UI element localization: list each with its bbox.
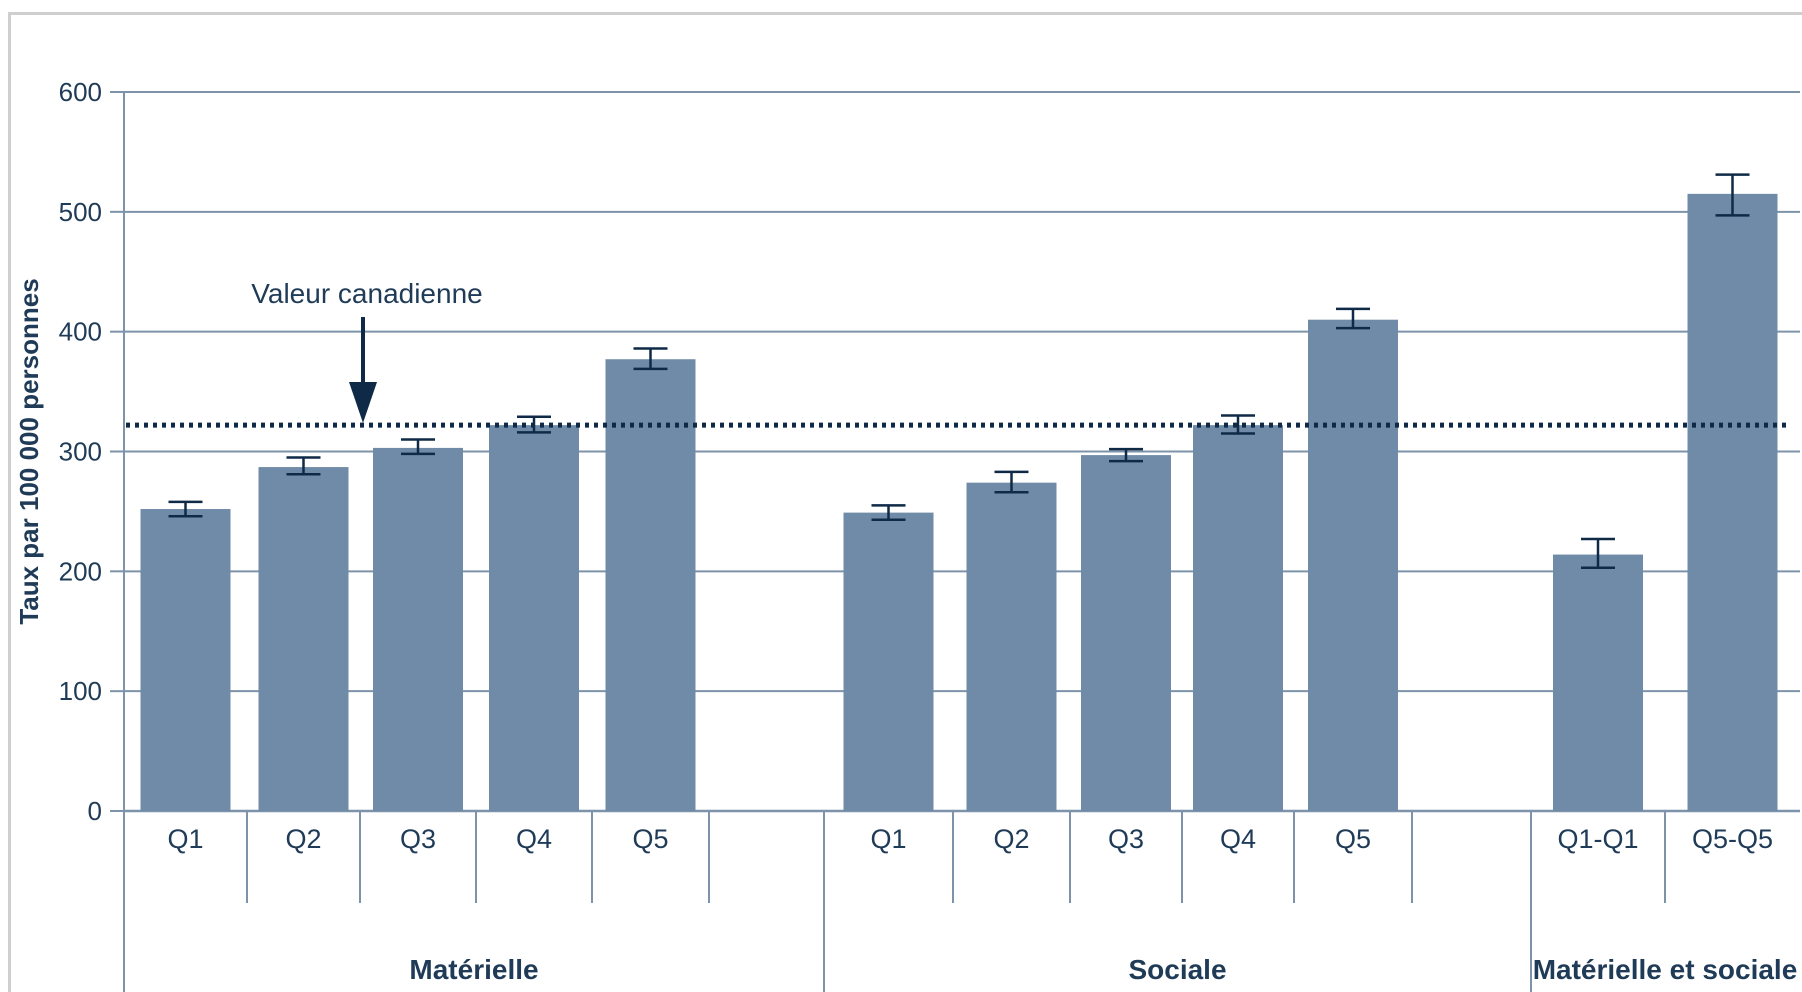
bar bbox=[258, 467, 349, 811]
bar bbox=[1553, 554, 1643, 811]
bar bbox=[140, 509, 231, 811]
bar bbox=[966, 482, 1057, 811]
bar bbox=[1308, 319, 1398, 811]
category-label: Q5 bbox=[1335, 824, 1371, 854]
category-label: Q5 bbox=[632, 824, 668, 854]
category-label: Q1-Q1 bbox=[1557, 824, 1638, 854]
category-label: Q2 bbox=[993, 824, 1029, 854]
bar bbox=[373, 447, 463, 811]
bar bbox=[843, 512, 934, 811]
reference-label: Valeur canadienne bbox=[251, 278, 482, 309]
category-label: Q1 bbox=[167, 824, 203, 854]
category-label: Q4 bbox=[516, 824, 552, 854]
y-tick-label: 600 bbox=[59, 77, 102, 107]
group-label: Matérielle et sociale bbox=[1533, 954, 1798, 985]
y-axis-title: Taux par 100 000 personnes bbox=[14, 278, 44, 624]
bar bbox=[1081, 455, 1171, 811]
category-label: Q3 bbox=[400, 824, 436, 854]
group-label: Matérielle bbox=[409, 954, 538, 985]
bar bbox=[1687, 193, 1778, 811]
y-tick-label: 500 bbox=[59, 197, 102, 227]
y-tick-label: 200 bbox=[59, 556, 102, 586]
category-label: Q5-Q5 bbox=[1692, 824, 1773, 854]
bar bbox=[1193, 425, 1283, 811]
chart-frame bbox=[8, 12, 1802, 992]
y-tick-label: 300 bbox=[59, 437, 102, 467]
category-label: Q3 bbox=[1108, 824, 1144, 854]
y-tick-label: 100 bbox=[59, 676, 102, 706]
y-tick-label: 400 bbox=[59, 317, 102, 347]
bar bbox=[489, 425, 579, 811]
annotation-arrow-head bbox=[349, 382, 377, 423]
category-label: Q2 bbox=[285, 824, 321, 854]
group-label: Sociale bbox=[1128, 954, 1226, 985]
category-label: Q1 bbox=[870, 824, 906, 854]
y-tick-label: 0 bbox=[88, 796, 102, 826]
bar bbox=[605, 359, 696, 811]
category-label: Q4 bbox=[1220, 824, 1256, 854]
